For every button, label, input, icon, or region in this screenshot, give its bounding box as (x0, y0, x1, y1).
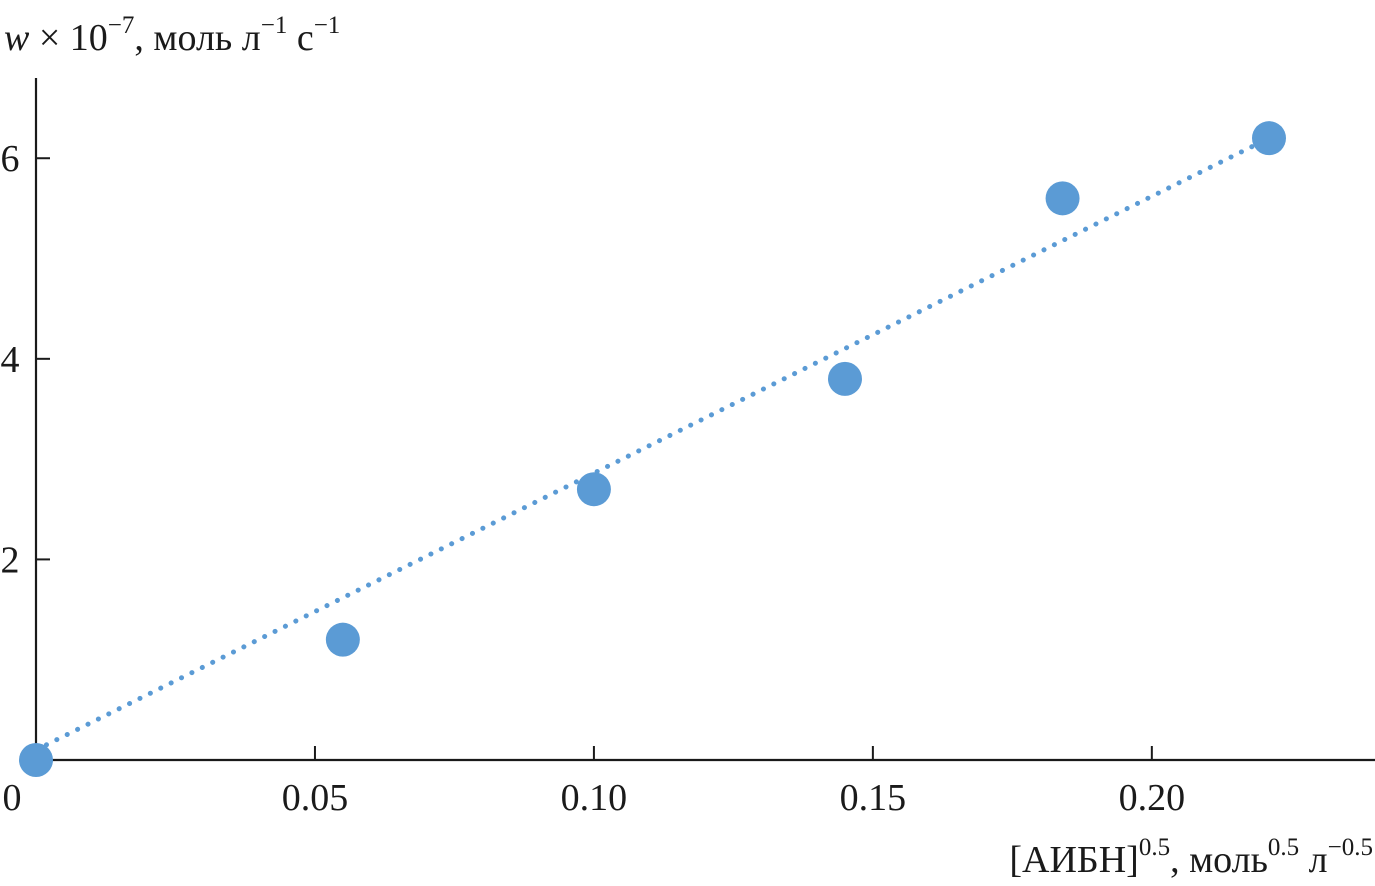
x-tick-label: 0.15 (840, 777, 907, 819)
y-tick-label: 6 (1, 138, 20, 180)
y-axis-title-mult-exp: −7 (108, 12, 135, 39)
y-axis-title-mult: × 10 (29, 17, 107, 59)
y-tick-label: 2 (1, 539, 20, 581)
x-axis-title-base-exp: 0.5 (1139, 834, 1170, 861)
x-axis-title-unit-b: л (1299, 839, 1328, 881)
y-axis-title-unit-b: с (287, 17, 313, 59)
data-point (827, 361, 862, 396)
data-point (576, 472, 611, 507)
data-point (19, 743, 53, 777)
x-axis-title-unit-a: , моль (1170, 839, 1268, 881)
y-axis-title-unit-a: , моль л (134, 17, 260, 59)
x-axis-title-unit-a-exp: 0.5 (1268, 834, 1299, 861)
trendline (33, 135, 1272, 753)
x-tick-label: 0.10 (561, 777, 628, 819)
x-axis-title: [АИБН]0.5, моль0.5 л−0.5 (1009, 834, 1373, 881)
y-axis-title-var: w (4, 17, 30, 59)
y-axis-title: w × 10−7, моль л−1 с−1 (4, 12, 340, 59)
x-axis-title-unit-b-exp: −0.5 (1328, 834, 1373, 861)
y-tick-label: 4 (1, 339, 20, 381)
data-point (1045, 181, 1080, 216)
plot-area: 0 0.05 0.10 0.15 0.20 2 4 6 (1, 78, 1375, 819)
x-axis-title-base: [АИБН] (1009, 839, 1138, 881)
data-point (325, 622, 360, 657)
y-axis-title-unit-b-exp: −1 (314, 12, 341, 39)
y-axis-title-unit-a-exp: −1 (261, 12, 288, 39)
x-tick-label: 0 (3, 777, 22, 819)
x-tick-label: 0.20 (1119, 777, 1186, 819)
data-point (1251, 121, 1286, 156)
x-tick-label: 0.05 (282, 777, 349, 819)
